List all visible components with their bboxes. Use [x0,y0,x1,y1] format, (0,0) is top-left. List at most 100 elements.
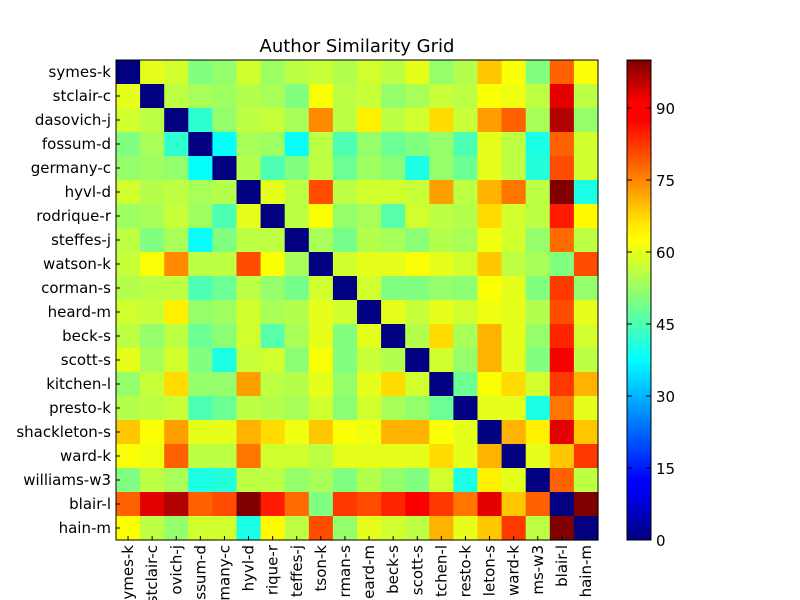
heatmap-cell-scott-s-germany-c [212,348,238,373]
y-tick-label: ward-k [60,447,111,465]
x-tick-label: ms-w3 [529,545,547,595]
heatmap-cell-symes-k-ward-k [501,60,527,85]
heatmap-cell-scott-s-hyvl-d [236,348,262,373]
heatmap-cell-watson-k-heard-m [357,252,382,277]
heatmap-cell-dasovich-j-symes-k [116,108,141,133]
heatmap-cell-watson-k-rodrique-r [260,252,286,277]
heatmap-cell-williams-w3-kitchen-l [429,468,454,493]
heatmap-cell-dasovich-j-watson-k [308,108,334,133]
heatmap-cell-dasovich-j-steffes-j [284,108,310,133]
heatmap-cell-symes-k-watson-k [308,60,334,85]
heatmap-cell-williams-w3-corman-s [332,468,358,493]
heatmap-cell-blair-l-beck-s [381,492,406,517]
heatmap-cell-presto-k-kitchen-l [429,396,454,421]
y-tick-label: rodrique-r [36,207,112,225]
heatmap-cell-germany-c-ward-k [501,156,527,181]
colorbar-tick-label: 75 [656,172,675,190]
heatmap-cell-fossum-d-ward-k [501,132,527,157]
heatmap-cell-corman-s-steffes-j [284,276,310,301]
heatmap-cell-presto-k-shackleton-s [477,396,503,421]
heatmap-cell-corman-s-fossum-d [188,276,213,301]
heatmap-cell-kitchen-l-fossum-d [188,372,213,397]
heatmap-cell-germany-c-hain-m [573,156,599,181]
heatmap-cell-watson-k-watson-k [308,252,334,277]
heatmap-cell-steffes-j-ward-k [501,228,527,253]
heatmap-cell-stclair-c-beck-s [381,84,406,109]
heatmap-cell-shackleton-s-steffes-j [284,420,310,445]
heatmap-cell-corman-s-dasovich-j [164,276,189,301]
heatmap-cell-williams-w3-fossum-d [188,468,213,493]
heatmap-cell-williams-w3-williams-w3 [525,468,551,493]
heatmap-cell-germany-c-blair-l [549,156,575,181]
heatmap-cell-hyvl-d-blair-l [549,180,575,205]
heatmap-cell-watson-k-presto-k [453,252,479,277]
heatmap-cell-ward-k-symes-k [116,444,141,469]
heatmap-cell-symes-k-williams-w3 [525,60,551,85]
heatmap-cell-dasovich-j-kitchen-l [429,108,454,133]
heatmap-cell-symes-k-germany-c [212,60,238,85]
heatmap-cell-stclair-c-steffes-j [284,84,310,109]
y-tick-label: presto-k [49,399,111,417]
heatmap-cell-hyvl-d-dasovich-j [164,180,189,205]
heatmap-cell-corman-s-rodrique-r [260,276,286,301]
heatmap-cell-steffes-j-germany-c [212,228,238,253]
heatmap-cell-shackleton-s-hyvl-d [236,420,262,445]
heatmap-cell-kitchen-l-scott-s [405,372,430,397]
heatmap-cell-germany-c-williams-w3 [525,156,551,181]
colorbar-tick-label: 60 [656,244,675,262]
heatmap-cell-blair-l-fossum-d [188,492,213,517]
heatmap-cell-heard-m-watson-k [308,300,334,325]
heatmap-cell-stclair-c-scott-s [405,84,430,109]
heatmap-cell-germany-c-beck-s [381,156,406,181]
heatmap-cell-heard-m-hyvl-d [236,300,262,325]
heatmap-cell-hyvl-d-corman-s [332,180,358,205]
y-tick-label: hain-m [59,519,111,537]
heatmap-cell-ward-k-germany-c [212,444,238,469]
heatmap-cell-steffes-j-steffes-j [284,228,310,253]
heatmap-cell-stclair-c-williams-w3 [525,84,551,109]
colorbar-tick-label: 0 [656,532,666,550]
heatmap-cell-fossum-d-steffes-j [284,132,310,157]
y-tick-label: scott-s [61,351,111,369]
heatmap-cell-ward-k-scott-s [405,444,430,469]
heatmap-cell-scott-s-watson-k [308,348,334,373]
y-tick-label: shackleton-s [16,423,111,441]
x-tick-label: rique-r [264,544,282,595]
heatmap-cell-hyvl-d-fossum-d [188,180,213,205]
heatmap-cell-corman-s-hyvl-d [236,276,262,301]
heatmap-cell-kitchen-l-williams-w3 [525,372,551,397]
heatmap-cell-hyvl-d-shackleton-s [477,180,503,205]
heatmap-cell-corman-s-germany-c [212,276,238,301]
heatmap-cell-kitchen-l-rodrique-r [260,372,286,397]
heatmap-cell-scott-s-beck-s [381,348,406,373]
heatmap-cell-beck-s-shackleton-s [477,324,503,349]
heatmap-cell-fossum-d-shackleton-s [477,132,503,157]
heatmap-cell-blair-l-corman-s [332,492,358,517]
heatmap-cell-hyvl-d-stclair-c [140,180,165,205]
x-tick-label: eard-m [360,545,378,599]
heatmap-cell-rodrique-r-germany-c [212,204,238,229]
heatmap-cell-williams-w3-hain-m [573,468,599,493]
heatmap-cell-kitchen-l-dasovich-j [164,372,189,397]
heatmap-cell-hyvl-d-presto-k [453,180,479,205]
heatmap-cell-heard-m-corman-s [332,300,358,325]
heatmap-cell-scott-s-hain-m [573,348,599,373]
heatmap-cell-symes-k-presto-k [453,60,479,85]
heatmap-cell-stclair-c-watson-k [308,84,334,109]
heatmap-cell-hyvl-d-heard-m [357,180,382,205]
heatmap-cell-dasovich-j-stclair-c [140,108,165,133]
heatmap-cell-shackleton-s-stclair-c [140,420,165,445]
heatmap-cell-kitchen-l-germany-c [212,372,238,397]
heatmap-cell-williams-w3-blair-l [549,468,575,493]
heatmap-cell-heard-m-stclair-c [140,300,165,325]
x-tick-label: hyvl-d [240,545,258,591]
heatmap-cell-symes-k-corman-s [332,60,358,85]
heatmap-cell-presto-k-presto-k [453,396,479,421]
heatmap-cell-kitchen-l-presto-k [453,372,479,397]
heatmap-cell-heard-m-dasovich-j [164,300,189,325]
heatmap-cell-blair-l-kitchen-l [429,492,454,517]
heatmap-cell-rodrique-r-dasovich-j [164,204,189,229]
heatmap-cell-scott-s-corman-s [332,348,358,373]
heatmap-cell-shackleton-s-corman-s [332,420,358,445]
y-tick-label: williams-w3 [23,471,111,489]
